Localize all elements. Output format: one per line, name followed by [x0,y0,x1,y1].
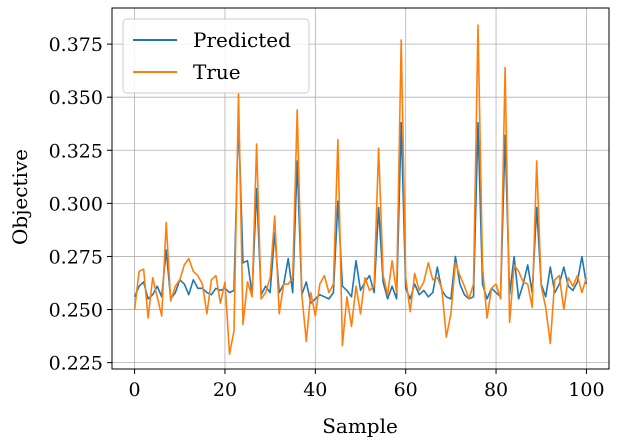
x-tick-label: 60 [394,379,418,401]
legend: Predicted True [122,18,310,94]
x-axis-label: Sample [322,414,398,438]
plot-frame [111,7,610,370]
y-axis: 0.225 0.250 0.275 0.300 0.325 0.350 0.375 [49,34,112,375]
y-tick-label: 0.300 [49,193,103,215]
y-tick-label: 0.275 [49,246,103,268]
x-tick-label: 20 [213,379,237,401]
x-tick-label: 40 [303,379,327,401]
legend-label-predicted: Predicted [193,28,291,52]
x-tick-label: 0 [129,379,141,401]
x-axis: 0 20 40 60 80 100 [129,369,605,401]
series-line-true [133,24,588,355]
y-tick-label: 0.375 [49,34,103,56]
x-tick-label: 80 [484,379,508,401]
y-axis-label: Objective [8,149,32,245]
y-tick-label: 0.325 [49,140,103,162]
x-tick-label: 100 [568,379,604,401]
y-tick-label: 0.250 [49,300,103,322]
y-tick-label: 0.350 [49,87,103,109]
y-tick-label: 0.225 [49,353,103,375]
legend-label-true: True [193,60,241,84]
series-layer [133,24,588,355]
grid-lines [112,8,609,369]
legend-box [122,18,310,94]
